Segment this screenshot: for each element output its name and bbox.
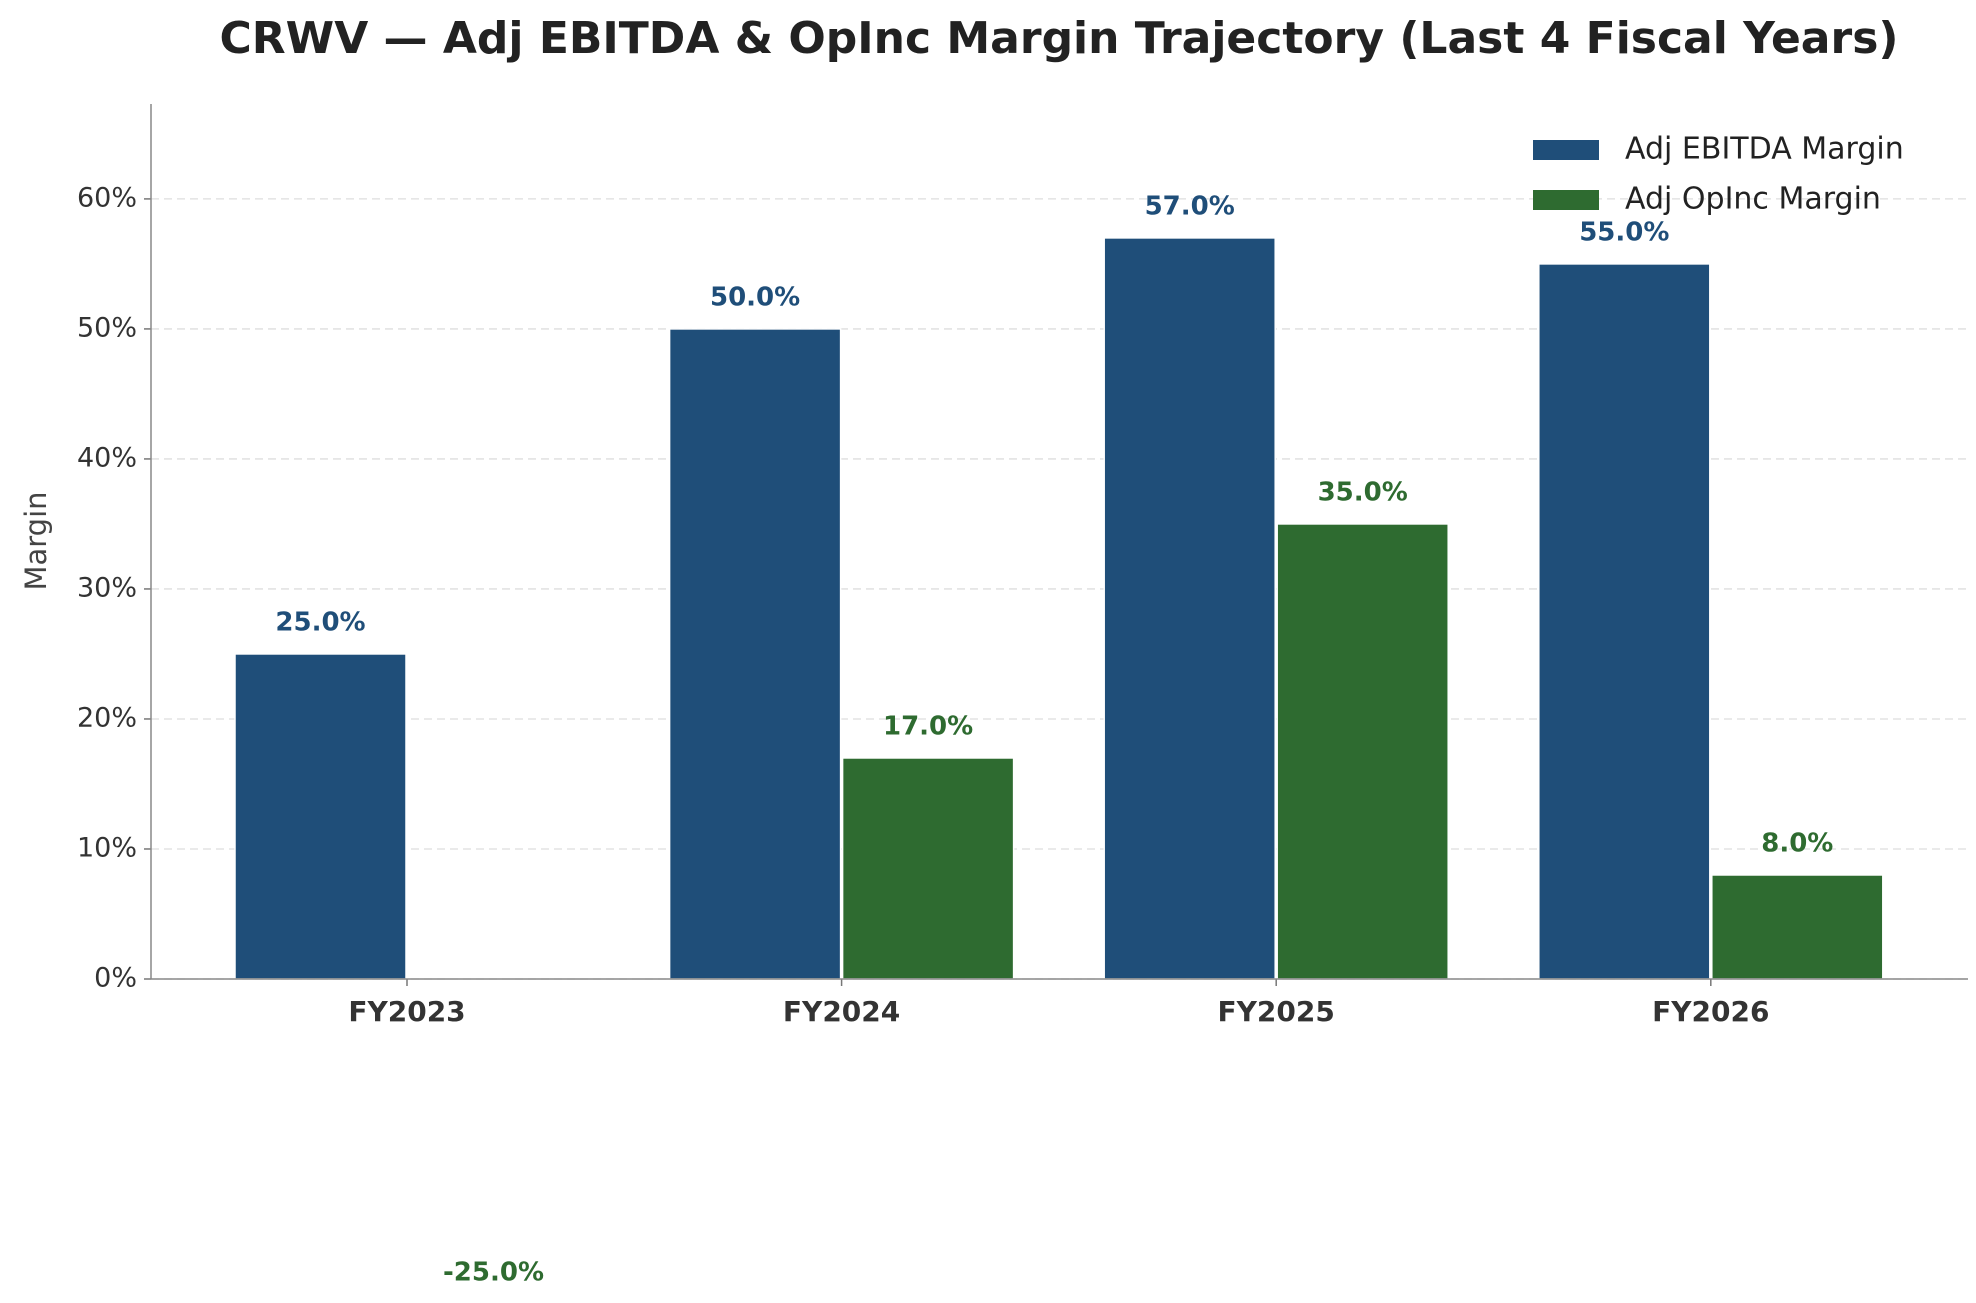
x-tick-label: FY2023	[348, 995, 465, 1028]
y-axis-label: Margin	[19, 491, 53, 590]
y-tick-label: 20%	[77, 702, 137, 733]
y-tick-label: 60%	[77, 182, 137, 213]
bar	[841, 757, 1015, 979]
x-tick-label: FY2026	[1652, 995, 1769, 1028]
data-label: 57.0%	[1145, 191, 1235, 221]
bar	[1103, 237, 1276, 979]
data-label: 17.0%	[883, 711, 973, 741]
x-tick-label: FY2024	[783, 995, 900, 1028]
data-label: 35.0%	[1318, 477, 1408, 507]
data-label: 25.0%	[275, 607, 365, 637]
legend-swatch	[1533, 140, 1599, 160]
y-tick-label: 0%	[94, 963, 137, 994]
data-label: 50.0%	[710, 282, 800, 312]
bar	[1276, 523, 1449, 979]
plot-area	[234, 237, 1884, 979]
bar	[1711, 874, 1884, 979]
bar	[1538, 263, 1711, 979]
legend-swatch	[1533, 190, 1599, 210]
legend-label: Adj OpInc Margin	[1625, 182, 1881, 217]
y-tick-label: 40%	[77, 442, 137, 473]
data-label: 8.0%	[1761, 828, 1833, 858]
chart-title: CRWV — Adj EBITDA & OpInc Margin Traject…	[219, 13, 1898, 64]
y-tick-label: 30%	[77, 572, 137, 603]
data-label: 55.0%	[1579, 217, 1669, 247]
y-tick-label: 50%	[77, 312, 137, 343]
bar	[668, 328, 842, 979]
legend-label: Adj EBITDA Margin	[1625, 132, 1904, 167]
x-tick-label: FY2025	[1218, 995, 1335, 1028]
bar	[234, 653, 407, 979]
data-label: -25.0%	[443, 1258, 544, 1288]
y-tick-label: 10%	[77, 832, 137, 863]
